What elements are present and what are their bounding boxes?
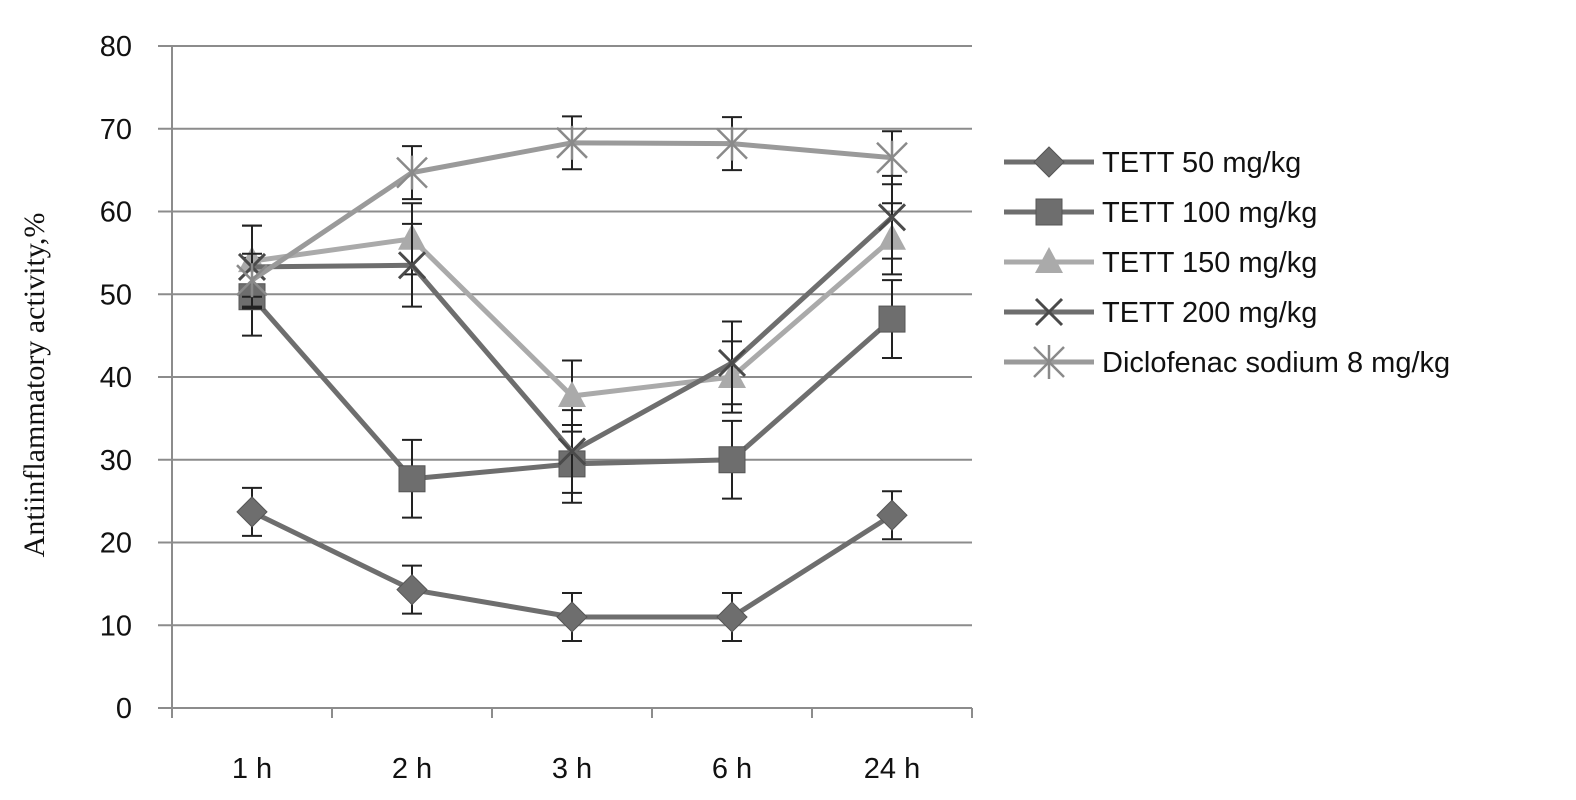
data-point-x: [877, 203, 907, 232]
legend-label: TETT 200 mg/kg: [1102, 297, 1317, 329]
data-point-diamond: [1033, 146, 1065, 178]
legend-item: TETT 100 mg/kg: [1004, 197, 1317, 229]
y-tick-label: 30: [100, 445, 132, 477]
axes: 0 10 20 30 40 50 60 70 80 1 h 2 h 3 h 6 h 24 h: [100, 31, 973, 785]
data-point-diamond: [396, 573, 428, 606]
data-point-asterisk: [396, 155, 428, 190]
data-point-triangle: [558, 381, 586, 408]
y-tick-label: 20: [100, 528, 132, 560]
legend-label: Diclofenac sodium 8 mg/kg: [1102, 347, 1450, 379]
data-point-x: [1034, 297, 1064, 327]
data-point-asterisk: [716, 126, 748, 161]
y-tick-label: 60: [100, 197, 132, 229]
x-tick-label: 6 h: [712, 753, 752, 785]
legend-item: TETT 200 mg/kg: [1004, 297, 1317, 329]
x-tick-label: 3 h: [552, 753, 592, 785]
legend-label: TETT 150 mg/kg: [1102, 247, 1317, 279]
x-stroke: [877, 203, 907, 232]
data-point-diamond: [876, 499, 908, 531]
y-axis-title: Antiinflammatory activity,%: [18, 213, 51, 558]
series-1: [236, 486, 908, 642]
x-stroke: [557, 437, 587, 466]
data-point-asterisk: [556, 125, 588, 160]
legend-label: TETT 100 mg/kg: [1102, 197, 1317, 229]
data-point-diamond: [556, 601, 588, 633]
x-tick-label: 24 h: [864, 753, 920, 785]
data-point-square: [398, 465, 426, 493]
y-tick-label: 0: [116, 693, 132, 725]
data-point-square: [1035, 198, 1063, 226]
y-tick-label: 50: [100, 279, 132, 311]
data-point-diamond: [716, 601, 748, 633]
data-point-square: [718, 446, 746, 474]
series-5: [236, 115, 908, 308]
legend-item: Diclofenac sodium 8 mg/kg: [1004, 345, 1450, 379]
data-point-asterisk: [1033, 345, 1065, 379]
data-point-diamond: [236, 496, 268, 528]
x-tick-label: 1 h: [232, 753, 272, 785]
legend-item: TETT 150 mg/kg: [1004, 247, 1317, 279]
y-tick-label: 80: [100, 31, 132, 63]
y-tick-label: 40: [100, 362, 132, 394]
data-point-asterisk: [236, 263, 268, 298]
y-tick-label: 70: [100, 114, 132, 146]
x-stroke: [397, 251, 427, 280]
x-stroke: [1034, 297, 1064, 327]
x-tick-label: 2 h: [392, 753, 432, 785]
data-point-asterisk: [876, 140, 908, 175]
data-point-triangle: [1035, 247, 1063, 273]
legend: TETT 50 mg/kg TETT 100 mg/kg TETT 150 mg/k…: [1004, 146, 1450, 379]
legend-label: TETT 50 mg/kg: [1102, 147, 1301, 179]
legend-item: TETT 50 mg/kg: [1004, 146, 1301, 179]
data-point-x: [717, 348, 747, 377]
x-stroke: [717, 348, 747, 377]
data-point-x: [557, 437, 587, 466]
data-point-square: [878, 305, 906, 333]
series-layer: [236, 115, 908, 642]
y-tick-label: 10: [100, 610, 132, 642]
data-point-x: [397, 251, 427, 280]
